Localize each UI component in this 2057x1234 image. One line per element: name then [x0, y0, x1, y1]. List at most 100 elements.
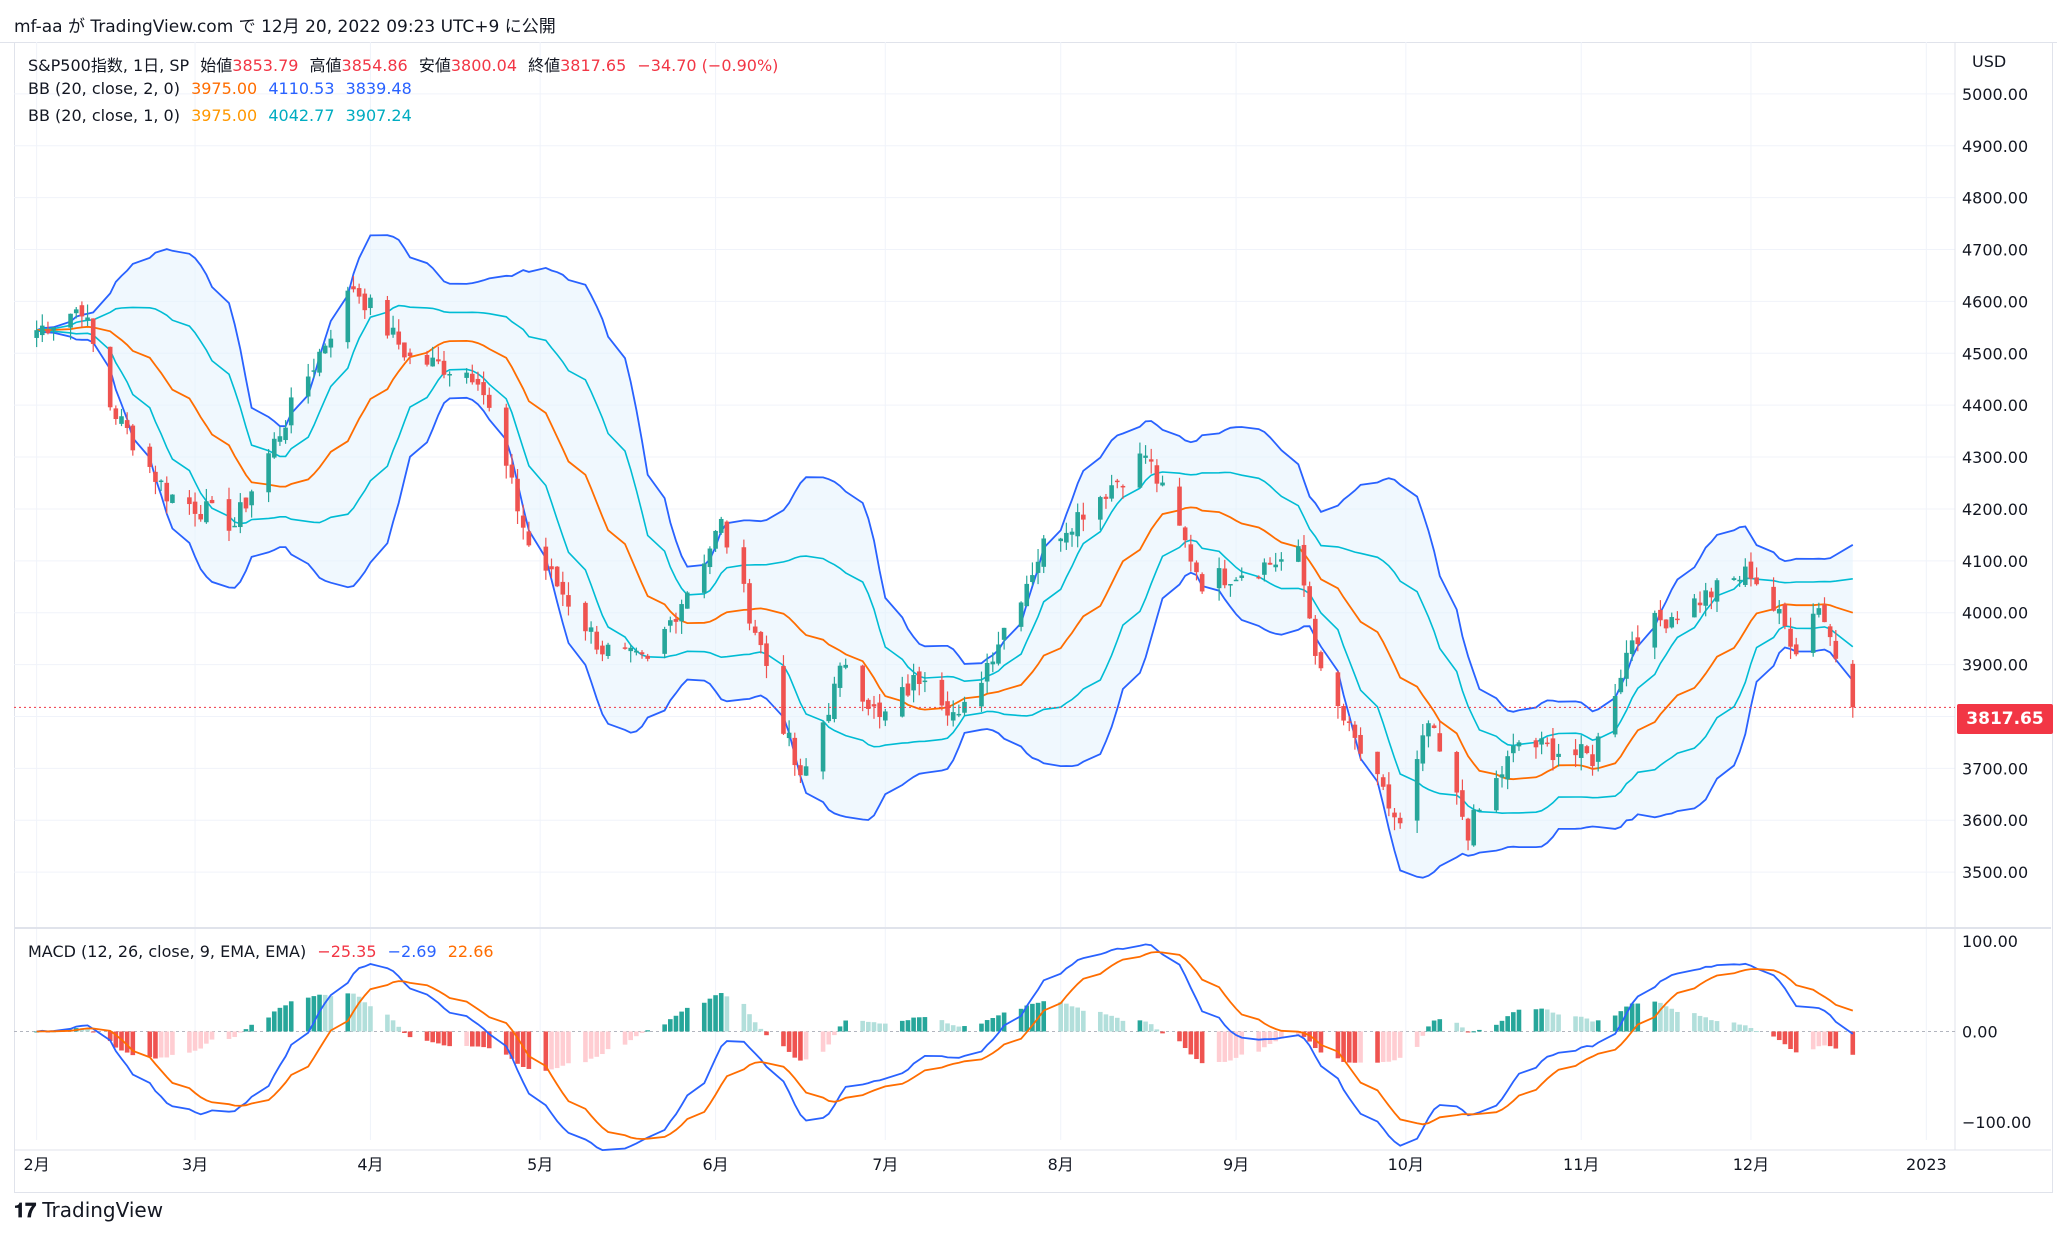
macd-histogram-bar: [984, 1020, 990, 1032]
bb1-upper-line: [36, 304, 1853, 747]
price-axis-tick: 3500.00: [1962, 863, 2028, 882]
macd-histogram-bar: [1550, 1012, 1556, 1032]
macd-histogram-bar: [1850, 1031, 1856, 1055]
candle-body: [464, 372, 469, 378]
macd-histogram-bar: [1001, 1012, 1007, 1032]
macd-histogram-bar: [752, 1022, 758, 1032]
macd-histogram-bar: [1618, 1011, 1624, 1032]
macd-histogram-bar: [1669, 1008, 1675, 1032]
bb2-upper-line: [36, 234, 1854, 713]
macd-histogram-bar: [1629, 1003, 1635, 1032]
macd-histogram-bar: [1335, 1031, 1341, 1059]
chart-container[interactable]: [14, 42, 2053, 1193]
macd-histogram-bar: [1697, 1015, 1703, 1032]
macd-histogram-bar: [1024, 1005, 1030, 1032]
macd-histogram-bar: [1143, 1021, 1148, 1032]
candle-body: [322, 345, 328, 354]
candle-body: [781, 666, 786, 734]
candle-body: [424, 354, 430, 365]
candle-body: [1618, 677, 1624, 693]
macd-name[interactable]: MACD (12, 26, close, 9, EMA, EMA): [28, 942, 307, 961]
macd-histogram-bar: [1148, 1024, 1154, 1032]
macd-histogram-bar: [786, 1031, 792, 1052]
candle-body: [843, 664, 848, 668]
candle-body: [1030, 575, 1035, 583]
macd-histogram-bar: [1675, 1011, 1680, 1032]
candle-body: [1658, 609, 1663, 621]
macd-histogram-bar: [1658, 1002, 1663, 1032]
symbol-label[interactable]: S&P500指数, 1日, SP: [28, 56, 190, 75]
macd-histogram-bar: [475, 1031, 481, 1047]
candle-body: [1114, 480, 1120, 483]
macd-histogram-bar: [266, 1017, 271, 1032]
candle-body: [39, 325, 45, 336]
candle-body: [1782, 604, 1788, 627]
bb1-legend: BB (20, close, 2, 0) 3975.00 4110.53 383…: [28, 79, 418, 98]
macd-histogram-bar: [124, 1031, 130, 1053]
candle-body: [1307, 586, 1312, 619]
candle-body: [979, 682, 984, 707]
candle-body: [803, 766, 809, 776]
candle-body: [1279, 559, 1284, 562]
candle-body: [1194, 562, 1199, 573]
macd-histogram-bar: [385, 1014, 390, 1032]
macd-histogram-bar: [1556, 1014, 1561, 1032]
macd-histogram-bar: [447, 1031, 452, 1047]
candle-body: [198, 513, 204, 520]
candle-body: [820, 722, 826, 772]
candle-body: [758, 631, 764, 646]
macd-histogram-bar: [1544, 1009, 1550, 1032]
macd-histogram-bar: [860, 1020, 865, 1032]
macd-histogram-bar: [1154, 1029, 1160, 1032]
candle-body: [436, 359, 441, 362]
candle-body: [1177, 486, 1182, 526]
main-legend: S&P500指数, 1日, SP 始値3853.79 高値3854.86 安値3…: [28, 52, 784, 76]
candle-body: [396, 331, 402, 345]
candle-body: [305, 376, 311, 397]
bb2-name[interactable]: BB (20, close, 1, 0): [28, 106, 180, 125]
candle-body: [1499, 774, 1505, 778]
candle-body: [1064, 532, 1069, 543]
macd-histogram-bar: [990, 1018, 996, 1032]
candle-body: [266, 453, 271, 493]
macd-histogram-bar: [1595, 1020, 1601, 1032]
time-axis-tick: 12月: [1733, 1155, 1769, 1174]
macd-histogram-bar: [1279, 1031, 1284, 1039]
macd-histogram-bar: [1194, 1031, 1199, 1060]
macd-histogram-bar: [566, 1031, 571, 1064]
candle-body: [317, 351, 322, 373]
candle-body: [226, 499, 232, 531]
price-axis-tick: 3600.00: [1962, 811, 2028, 830]
candle-body: [1550, 738, 1556, 761]
bb2-middle: 3975.00: [191, 106, 258, 125]
candle-body: [153, 471, 158, 482]
macd-histogram-bar: [113, 1031, 119, 1048]
candle-body: [628, 647, 634, 652]
bb1-name[interactable]: BB (20, close, 2, 0): [28, 79, 180, 98]
currency-label: USD: [1972, 52, 2007, 71]
macd-legend: MACD (12, 26, close, 9, EMA, EMA) −25.35…: [28, 942, 500, 961]
macd-histogram-bar: [1233, 1031, 1239, 1058]
candle-body: [792, 737, 798, 766]
candle-body: [594, 631, 600, 650]
macd-histogram-bar: [1075, 1007, 1080, 1032]
candle-body: [1539, 738, 1544, 745]
macd-histogram-bar: [1222, 1031, 1228, 1062]
candle-body: [1109, 485, 1114, 499]
candle-body: [90, 318, 96, 344]
candle-body: [1188, 544, 1194, 562]
candle-body: [990, 661, 996, 665]
macd-histogram-bar: [781, 1031, 786, 1047]
candle-body: [1652, 612, 1658, 648]
macd-histogram-bar: [600, 1031, 605, 1055]
macd-histogram-bar: [390, 1020, 396, 1032]
time-axis-tick: 8月: [1048, 1155, 1074, 1174]
candle-body: [639, 652, 645, 655]
macd-histogram-bar: [1573, 1016, 1578, 1032]
macd-histogram-bar: [90, 1031, 96, 1033]
macd-histogram-bar: [605, 1031, 611, 1050]
macd-histogram-bar: [1030, 1003, 1035, 1032]
macd-histogram-bar: [1505, 1016, 1510, 1032]
candle-body: [1160, 482, 1165, 486]
